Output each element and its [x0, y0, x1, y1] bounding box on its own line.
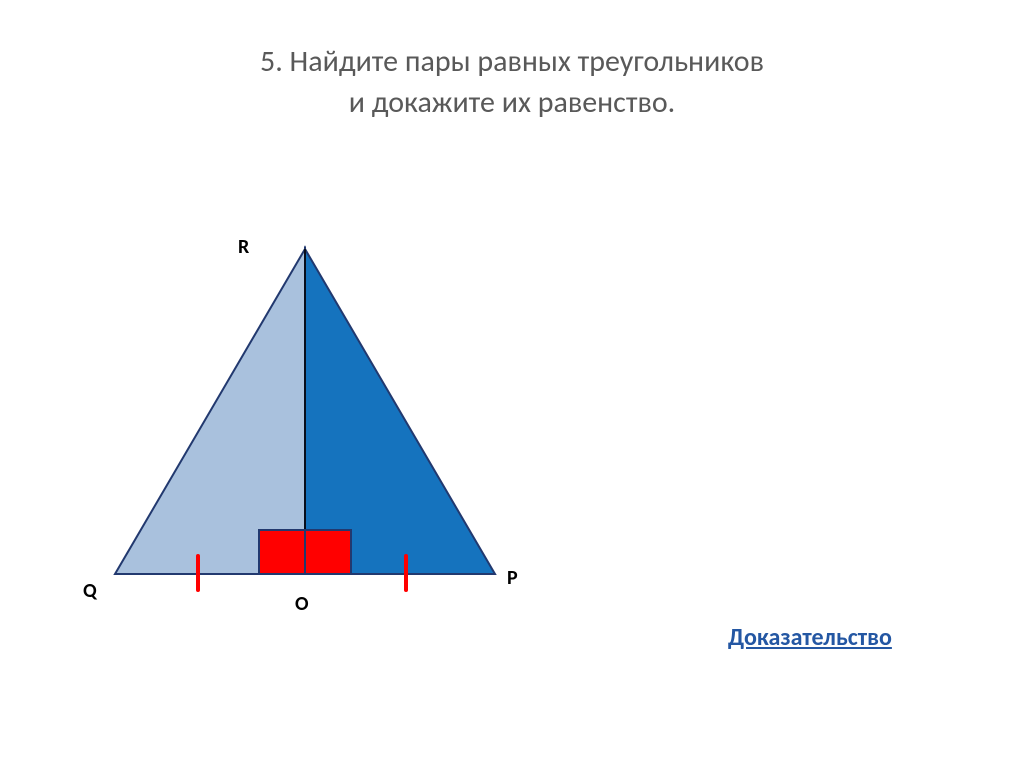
- right-angle-square-right: [305, 530, 351, 574]
- triangle-left: [115, 249, 305, 574]
- vertex-label-q: Q: [83, 579, 97, 603]
- right-angle-square-left: [259, 530, 305, 574]
- vertex-label-p: P: [507, 566, 518, 590]
- triangle-right: [305, 249, 495, 574]
- vertex-label-r: R: [238, 235, 249, 259]
- vertex-label-o: O: [295, 592, 309, 616]
- proof-link[interactable]: Доказательство: [728, 623, 892, 652]
